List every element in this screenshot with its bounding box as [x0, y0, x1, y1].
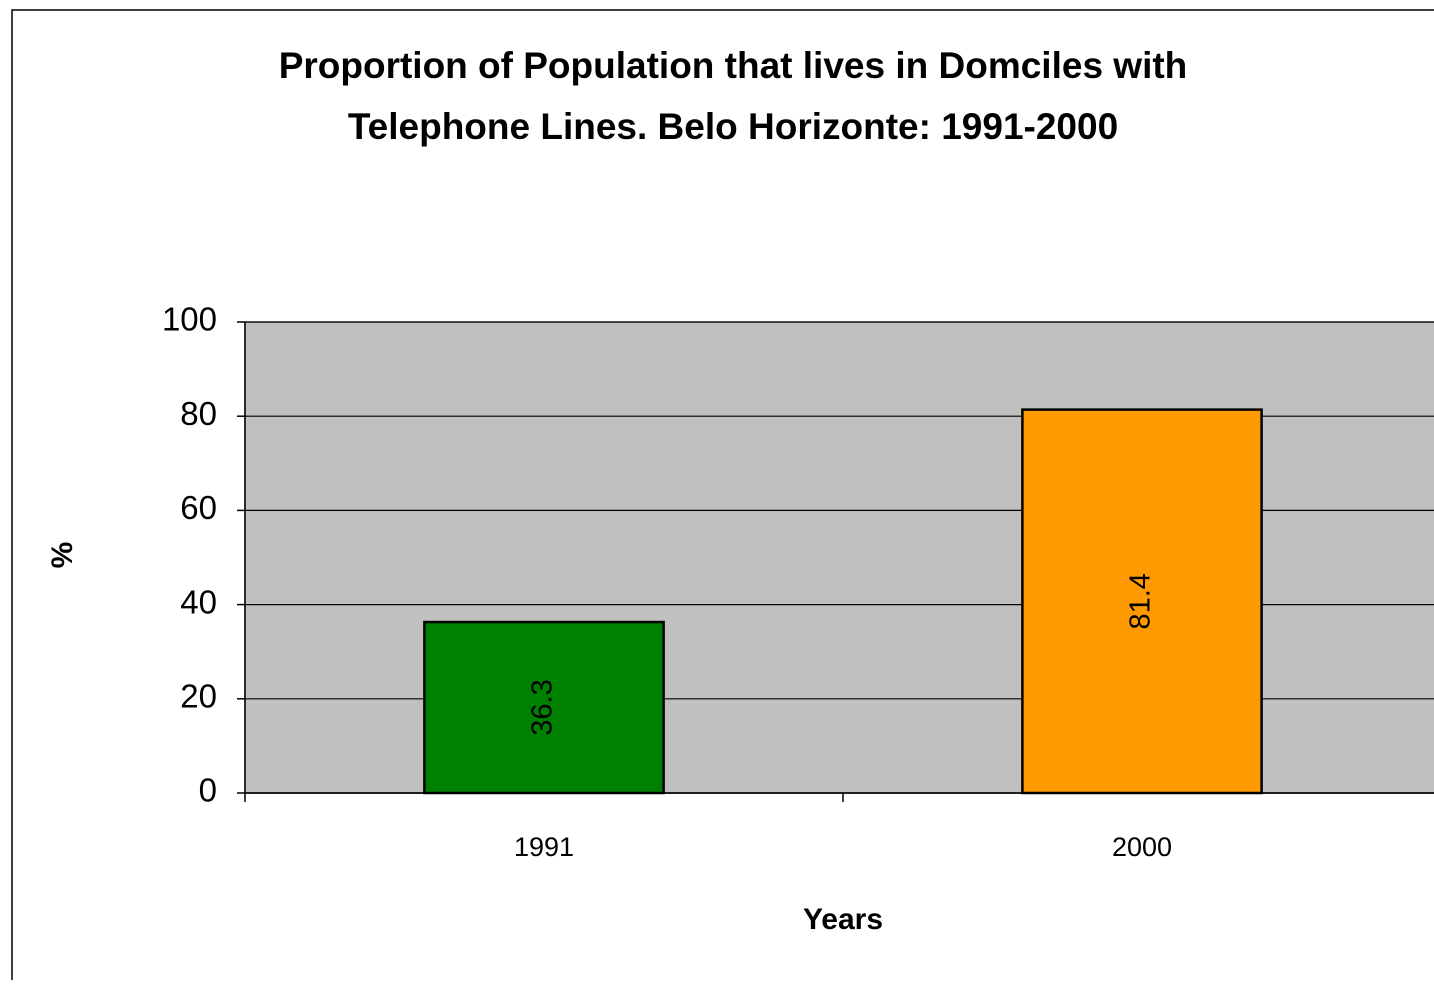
x-tick-label: 1991: [514, 832, 574, 862]
x-axis-title: Years: [803, 903, 883, 936]
chart-border: [11, 9, 1434, 985]
x-tick-label: 2000: [1112, 832, 1172, 862]
chart-title: Telephone Lines. Belo Horizonte: 1991-20…: [348, 106, 1118, 147]
bar: [1021, 408, 1263, 795]
y-tick-label: 60: [180, 489, 217, 526]
y-axis-title: %: [46, 542, 79, 569]
y-tick-label: 0: [199, 772, 217, 809]
y-tick-label: 100: [162, 301, 217, 338]
y-tick-label: 20: [180, 678, 217, 715]
y-tick-label: 80: [180, 395, 217, 432]
data-label: 81.4: [1125, 573, 1157, 629]
data-label: 36.3: [527, 679, 559, 735]
chart-title: Proportion of Population that lives in D…: [279, 45, 1188, 86]
bar: [423, 620, 665, 795]
y-tick-label: 40: [180, 583, 217, 620]
